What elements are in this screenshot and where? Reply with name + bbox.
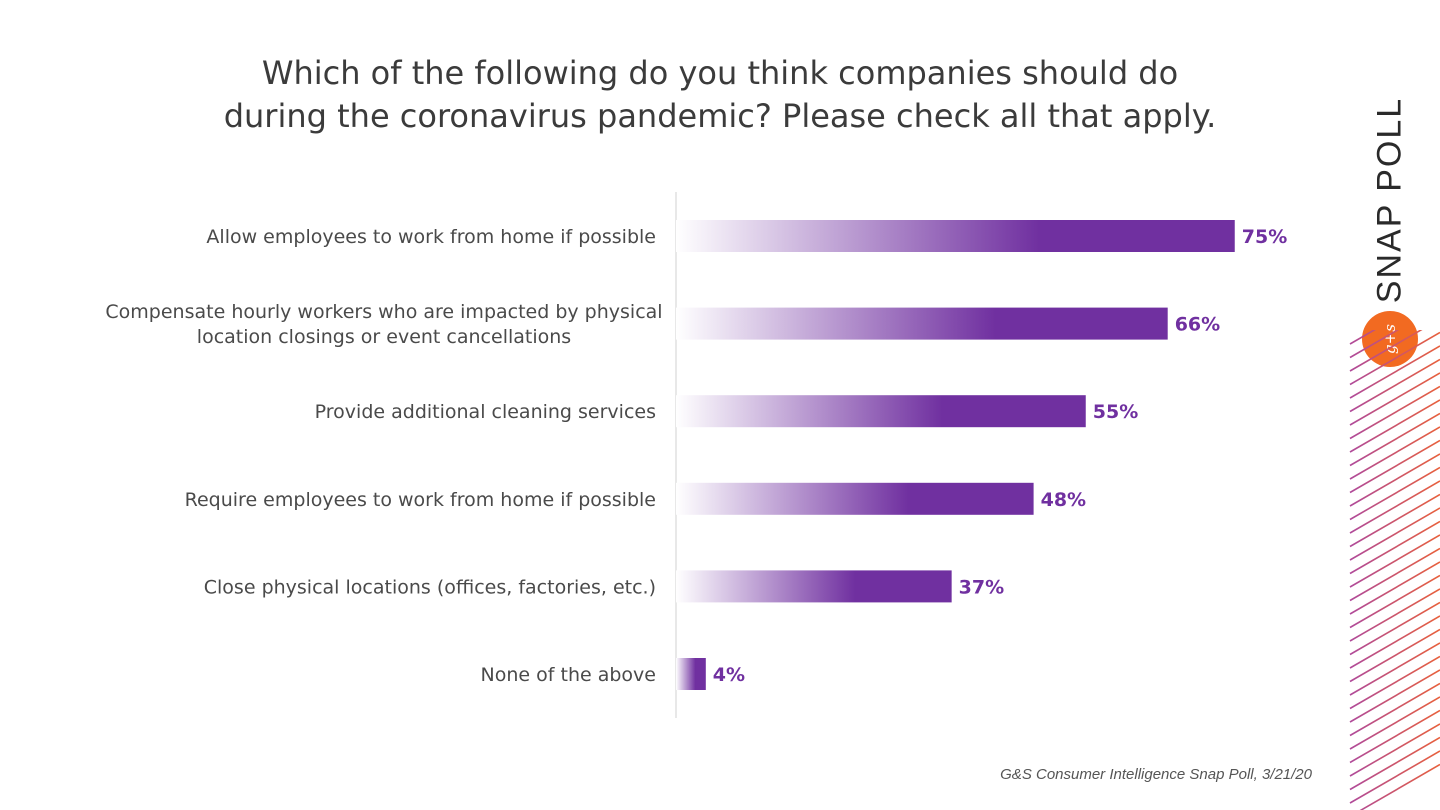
value-label: 66% (1175, 314, 1220, 336)
decorative-stripe (1349, 750, 1440, 804)
category-label: Allow employees to work from home if pos… (206, 226, 656, 248)
decorative-stripe (1349, 682, 1440, 737)
decorative-stripe (1349, 372, 1440, 426)
decorative-stripe (1349, 642, 1440, 696)
decorative-stripe (1349, 709, 1440, 764)
decorative-stripe (1349, 480, 1440, 534)
decorative-stripe (1349, 399, 1440, 453)
value-label: 48% (1041, 489, 1086, 511)
chart-title-line-1: Which of the following do you think comp… (261, 54, 1179, 92)
decorative-stripe (1349, 507, 1440, 561)
decorative-stripe (1349, 330, 1400, 359)
decorative-stripe (1349, 520, 1440, 575)
decorative-stripe (1349, 736, 1440, 791)
decorative-stripe (1349, 696, 1440, 750)
decorative-stripe (1349, 723, 1440, 777)
category-label: Close physical locations (offices, facto… (204, 576, 656, 598)
decorative-stripe (1349, 358, 1440, 413)
decorative-stripe (1359, 763, 1440, 810)
snap-poll-label: SNAP POLL (1370, 96, 1409, 304)
decorative-stripe (1349, 412, 1440, 467)
category-label: location closings or event cancellations (197, 326, 571, 348)
chart-title-line-2: during the coronavirus pandemic? Please … (223, 97, 1217, 135)
decorative-stripe (1349, 453, 1440, 507)
bar (676, 220, 1235, 252)
value-label: 55% (1093, 401, 1138, 423)
value-label: 4% (713, 664, 745, 686)
decorative-stripe (1349, 466, 1440, 521)
bar (676, 658, 706, 690)
decorative-stripe (1349, 601, 1440, 656)
decorative-stripe (1349, 547, 1440, 602)
decorative-stripe (1349, 330, 1376, 345)
value-label: 75% (1242, 226, 1287, 248)
decorative-stripe (1349, 588, 1440, 642)
decorative-stripe (1349, 628, 1440, 683)
decorative-stripe (1349, 655, 1440, 710)
source-note: G&S Consumer Intelligence Snap Poll, 3/2… (1000, 766, 1312, 783)
bar (676, 570, 952, 603)
bar (676, 307, 1168, 340)
category-label: Require employees to work from home if p… (185, 489, 656, 511)
decorative-stripe (1349, 615, 1440, 669)
decorative-stripe (1349, 534, 1440, 588)
category-label: Compensate hourly workers who are impact… (105, 301, 662, 323)
decorative-stripe (1349, 574, 1440, 629)
bar (676, 482, 1034, 515)
bar (676, 395, 1086, 428)
decorative-stripe (1349, 493, 1440, 548)
decorative-stripe (1349, 345, 1440, 399)
decorative-stripe (1349, 439, 1440, 494)
chart-title: Which of the following do you think comp… (120, 52, 1320, 138)
decorative-stripe (1349, 331, 1440, 386)
decorative-stripe (1349, 426, 1440, 480)
category-label: Provide additional cleaning services (315, 401, 656, 423)
decorative-stripe (1349, 561, 1440, 615)
decorative-stripes (1349, 330, 1440, 810)
value-label: 37% (959, 576, 1004, 598)
decorative-stripe (1349, 385, 1440, 440)
decorative-stripe (1349, 669, 1440, 723)
decorative-stripe (1349, 330, 1423, 372)
category-label: None of the above (481, 664, 656, 686)
